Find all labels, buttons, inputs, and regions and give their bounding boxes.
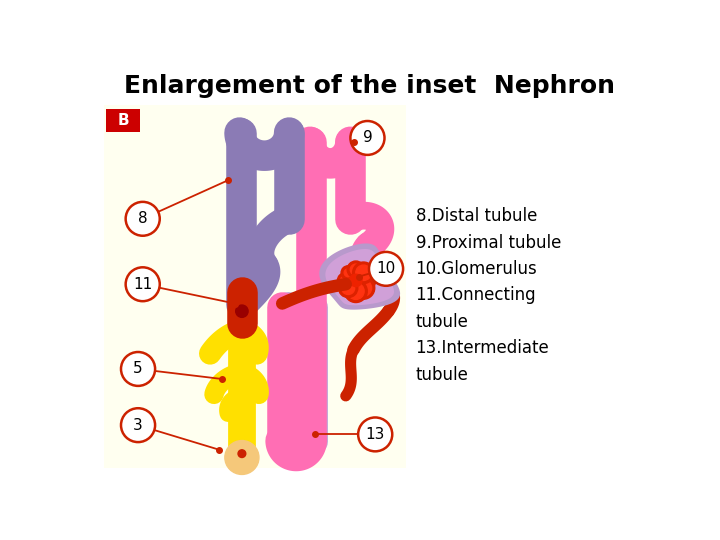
Circle shape: [341, 281, 355, 294]
Circle shape: [121, 352, 155, 386]
Text: 10: 10: [377, 261, 396, 276]
Text: 8.Distal tubule
9.Proximal tubule
10.Glomerulus
11.Connecting
tubule
13.Intermed: 8.Distal tubule 9.Proximal tubule 10.Glo…: [415, 207, 561, 383]
Circle shape: [341, 266, 355, 280]
Circle shape: [344, 269, 352, 276]
Circle shape: [356, 280, 372, 296]
Circle shape: [225, 441, 259, 475]
Circle shape: [350, 274, 362, 287]
Text: 11: 11: [133, 276, 153, 292]
Circle shape: [344, 280, 367, 302]
Text: 13: 13: [366, 427, 385, 442]
FancyBboxPatch shape: [104, 105, 406, 468]
Circle shape: [356, 265, 372, 280]
FancyBboxPatch shape: [107, 109, 140, 132]
Text: B: B: [117, 113, 129, 128]
Circle shape: [235, 305, 248, 318]
Polygon shape: [325, 249, 394, 305]
Circle shape: [126, 267, 160, 301]
Circle shape: [353, 262, 374, 284]
Text: 9: 9: [363, 131, 372, 145]
Circle shape: [369, 252, 403, 286]
Polygon shape: [319, 244, 400, 309]
Text: 8: 8: [138, 211, 148, 226]
Circle shape: [357, 271, 376, 289]
Circle shape: [121, 408, 155, 442]
Circle shape: [348, 283, 364, 300]
Text: 3: 3: [133, 417, 143, 433]
Circle shape: [351, 121, 384, 155]
Circle shape: [350, 264, 361, 275]
Circle shape: [238, 450, 246, 457]
Circle shape: [341, 276, 349, 285]
Text: 5: 5: [133, 361, 143, 376]
Circle shape: [361, 274, 373, 287]
Circle shape: [358, 417, 392, 451]
Circle shape: [338, 273, 353, 288]
Circle shape: [338, 279, 358, 298]
Circle shape: [126, 202, 160, 236]
Circle shape: [352, 277, 374, 299]
Text: Enlargement of the inset  Nephron: Enlargement of the inset Nephron: [124, 75, 614, 98]
Circle shape: [347, 261, 364, 278]
